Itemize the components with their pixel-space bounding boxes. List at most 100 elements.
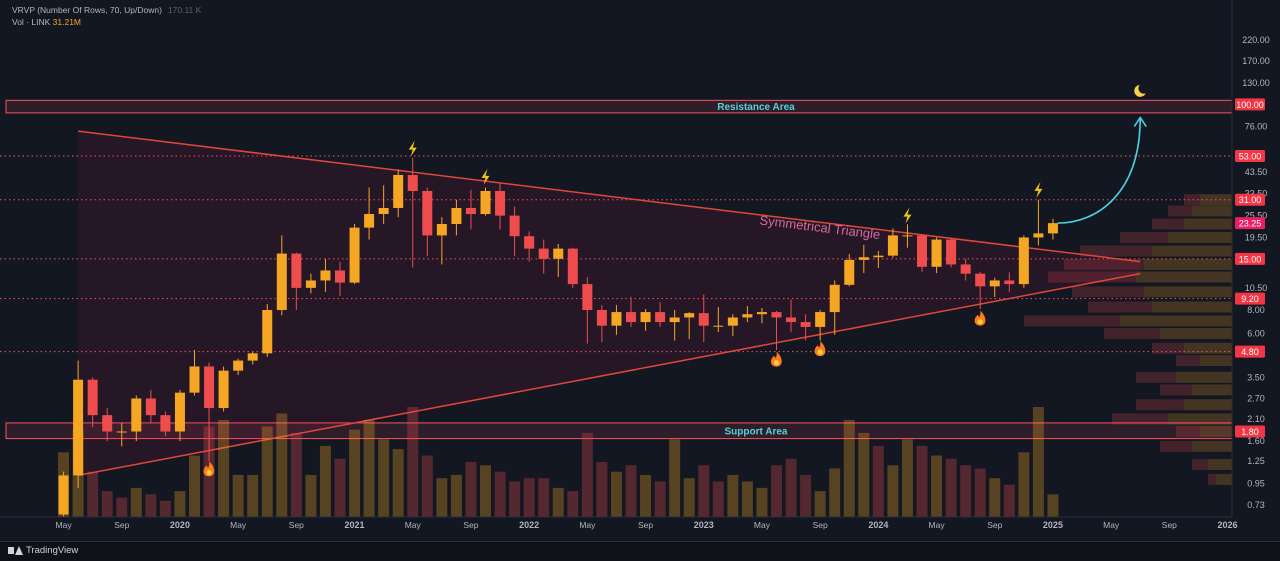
volume-profile-bar-down <box>1176 426 1200 438</box>
x-tick-label: 2026 <box>1218 520 1238 530</box>
fire-icon-core <box>206 469 212 476</box>
tradingview-icon <box>8 546 23 555</box>
triangle-lower-line <box>77 272 1141 477</box>
volume-profile-bar-up <box>1120 315 1232 327</box>
volume-bar <box>610 471 622 517</box>
volume-bar <box>421 455 433 517</box>
zone-label: Resistance Area <box>717 102 795 113</box>
bolt-icon <box>408 140 417 157</box>
volume-bar <box>931 455 943 517</box>
candle-body <box>902 235 913 237</box>
x-tick-label: May <box>929 520 946 530</box>
chart-background <box>0 0 1280 541</box>
volume-profile-bar-up <box>1216 473 1232 485</box>
volume-bar <box>872 445 884 517</box>
y-tick-label: 2.10 <box>1247 414 1265 424</box>
volume-bar <box>349 429 361 517</box>
volume-profile-bar-down <box>1136 399 1184 411</box>
volume-bar <box>712 481 724 517</box>
volume-bar <box>174 491 186 517</box>
candle-body <box>582 284 593 311</box>
volume-bar <box>800 474 812 517</box>
candle-body <box>829 284 840 313</box>
volume-bar <box>145 494 157 517</box>
vrvp-legend[interactable]: VRVP (Number Of Rows, 70, Up/Down) 170.11… <box>12 4 201 16</box>
x-tick-label: 2025 <box>1043 520 1063 530</box>
candle-body <box>291 253 302 288</box>
candle-body <box>669 317 680 323</box>
candle-body <box>815 312 826 327</box>
price-level-label: 15.00 <box>1239 254 1262 264</box>
volume-bar <box>727 474 739 517</box>
volume-profile-bar-up <box>1144 258 1232 270</box>
candle-body <box>145 398 156 416</box>
x-tick-label: Sep <box>114 520 129 530</box>
volume-bar <box>290 432 302 517</box>
y-tick-label: 19.50 <box>1245 232 1268 242</box>
candle-body <box>87 379 98 416</box>
x-tick-label: May <box>1103 520 1120 530</box>
candle-body <box>538 248 549 259</box>
volume-profile-bar-down <box>1112 413 1168 425</box>
y-tick-label: 2.70 <box>1247 393 1265 403</box>
candle-body <box>262 310 273 354</box>
volume-bar <box>843 419 855 517</box>
candle-body <box>873 255 884 258</box>
bolt-icon <box>481 168 490 185</box>
candle-body <box>887 235 898 256</box>
volume-profile-bar-up <box>1160 327 1232 339</box>
candle-body <box>713 325 724 327</box>
volume-bar <box>1047 494 1059 517</box>
volume-bar <box>945 458 957 517</box>
volume-bar <box>523 478 535 517</box>
volume-profile-bar-up <box>1152 301 1232 313</box>
volume-profile-bar-up <box>1176 371 1232 383</box>
volume-profile-bar-down <box>1024 315 1120 327</box>
candle-body <box>378 207 389 215</box>
x-tick-label: May <box>405 520 422 530</box>
volume-profile-bar-up <box>1168 231 1232 243</box>
volume-profile-bar-down <box>1152 342 1184 354</box>
volume-profile-bar-up <box>1208 459 1232 471</box>
bolt-icon <box>903 207 912 224</box>
volume-bar <box>189 455 200 517</box>
candle-body <box>102 415 113 432</box>
zone-label: Support Area <box>725 426 788 437</box>
candle-body <box>640 312 651 323</box>
volume-profile-bar-down <box>1064 258 1144 270</box>
volume-profile-bar-down <box>1208 473 1216 485</box>
volume-bar <box>480 465 491 517</box>
time-axis <box>0 517 1280 541</box>
y-tick-label: 25.50 <box>1245 211 1268 221</box>
volume-profile-bar-up <box>1184 399 1232 411</box>
price-level-tag <box>1235 150 1265 163</box>
price-level-tag <box>1235 193 1265 206</box>
candle-body <box>436 224 447 236</box>
price-level-label: 4.80 <box>1241 347 1259 357</box>
volume-bar <box>756 487 768 517</box>
volume-profile-bar-down <box>1048 271 1136 283</box>
volume-bar <box>669 439 681 517</box>
volume-profile-bar-down <box>1072 286 1144 298</box>
candle-body <box>989 280 1000 287</box>
fire-icon-core <box>773 360 780 366</box>
tradingview-logo[interactable]: TradingView <box>8 545 78 556</box>
candle-body <box>509 215 520 237</box>
zone-band <box>5 99 1233 114</box>
volume-legend[interactable]: Vol · LINK 31.21M <box>12 16 201 28</box>
y-tick-label: 1.60 <box>1247 436 1265 446</box>
x-tick-label: Sep <box>638 520 653 530</box>
x-tick-label: Sep <box>463 520 478 530</box>
volume-bar <box>101 491 113 517</box>
y-tick-label: 76.00 <box>1245 122 1268 132</box>
bolt-icon <box>1034 181 1043 198</box>
candle-body <box>480 190 491 215</box>
price-level-label: 1.80 <box>1241 427 1259 437</box>
moon-icon-shadow <box>1138 83 1150 94</box>
volume-bar <box>552 487 564 517</box>
candle-body <box>626 312 636 323</box>
price-level-label: 53.00 <box>1239 152 1262 162</box>
price-level-tag <box>1235 425 1265 438</box>
volume-bar <box>887 465 899 517</box>
